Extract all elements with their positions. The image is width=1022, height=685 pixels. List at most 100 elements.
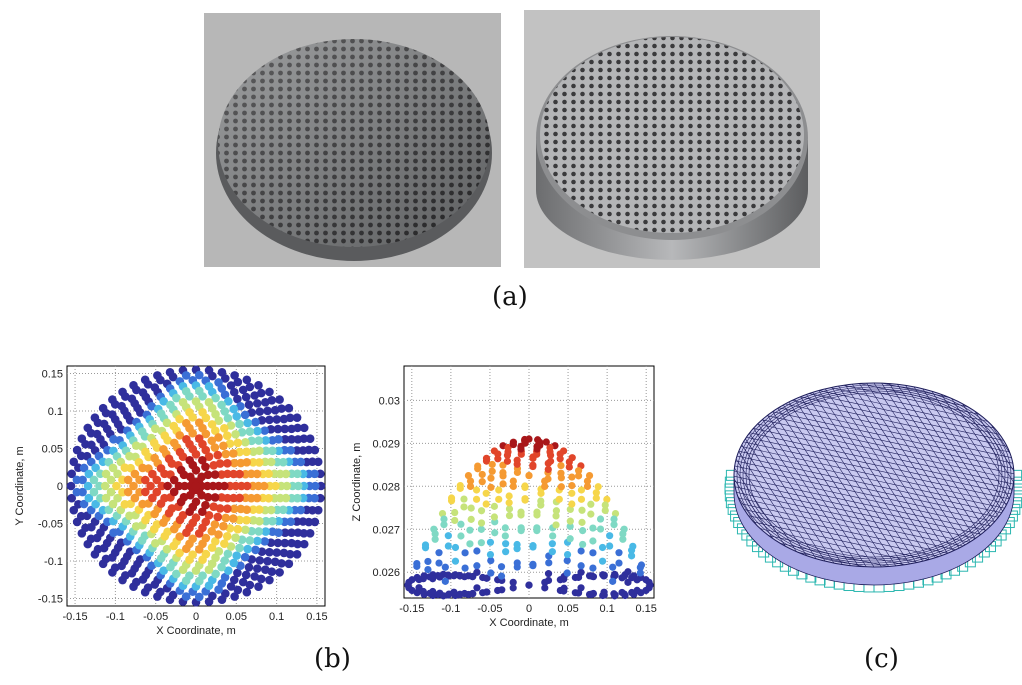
data-point: [217, 493, 226, 502]
data-point: [466, 482, 475, 491]
data-point: [232, 412, 242, 421]
data-point: [468, 589, 477, 598]
data-point: [624, 568, 632, 576]
data-point: [121, 392, 130, 401]
data-point: [162, 418, 172, 428]
data-point: [587, 500, 595, 508]
data-point: [447, 494, 456, 502]
panel-label-c: (c): [864, 644, 899, 674]
data-point: [233, 568, 242, 578]
data-point: [544, 576, 553, 585]
data-point: [521, 495, 529, 503]
data-point: [84, 469, 94, 479]
data-point: [490, 513, 499, 521]
data-point: [136, 555, 145, 564]
data-point: [435, 549, 443, 557]
data-point: [256, 574, 266, 584]
data-point: [624, 578, 632, 586]
data-point: [78, 475, 87, 485]
data-point: [552, 507, 561, 515]
mesh-line: [956, 383, 1014, 567]
data-point: [163, 481, 172, 491]
data-point: [236, 458, 246, 468]
data-point: [136, 408, 145, 417]
data-point: [568, 500, 576, 508]
data-point: [577, 562, 585, 570]
mesh-line: [798, 383, 920, 567]
data-point: [541, 482, 549, 491]
data-point: [178, 452, 188, 462]
data-point: [273, 538, 283, 548]
data-point: [230, 371, 239, 380]
data-point: [67, 493, 77, 503]
data-point: [208, 371, 217, 381]
data-point: [210, 520, 220, 529]
data-point: [413, 560, 421, 568]
data-point: [503, 457, 512, 465]
data-point: [482, 588, 491, 596]
data-point: [221, 513, 231, 523]
mesh-line: [836, 383, 957, 567]
data-point: [272, 505, 282, 515]
data-point: [229, 558, 239, 568]
data-point: [477, 525, 485, 533]
data-point: [478, 478, 486, 486]
data-point: [565, 463, 573, 471]
data-point: [247, 555, 256, 564]
data-point: [565, 458, 573, 466]
data-point: [181, 371, 191, 380]
data-point: [603, 495, 611, 504]
data-point: [278, 457, 288, 467]
data-point: [429, 587, 437, 596]
data-point: [546, 448, 554, 456]
mesh-line: [918, 383, 1014, 567]
data-point: [451, 516, 459, 525]
data-point: [185, 392, 194, 401]
data-point: [287, 528, 296, 537]
data-point: [482, 574, 491, 582]
data-point: [168, 590, 178, 600]
data-point: [188, 413, 197, 422]
x-tick-label: -0.1: [441, 603, 460, 615]
data-point: [589, 537, 597, 545]
mesh-line: [734, 383, 800, 567]
data-point: [579, 540, 587, 549]
mesh-line: [734, 455, 1014, 516]
data-point: [478, 470, 486, 479]
data-point: [265, 547, 274, 557]
data-point: [260, 426, 269, 435]
data-point: [606, 542, 614, 550]
data-point: [598, 543, 607, 552]
data-point: [254, 505, 264, 514]
data-point: [242, 587, 252, 597]
data-point: [229, 404, 239, 414]
data-point: [123, 475, 133, 485]
data-point: [274, 516, 283, 526]
mesh-line: [734, 383, 1014, 417]
data-point: [223, 504, 232, 514]
data-point: [589, 524, 597, 532]
data-point: [222, 532, 232, 541]
data-point: [201, 413, 211, 423]
data-point: [162, 544, 172, 554]
data-point: [255, 407, 265, 416]
data-point: [525, 471, 533, 480]
data-point: [220, 572, 230, 582]
data-point: [415, 584, 423, 592]
data-point: [100, 481, 110, 491]
data-point: [140, 475, 150, 485]
data-point: [132, 385, 141, 395]
data-point: [156, 587, 165, 597]
data-point: [123, 487, 133, 497]
data-point: [619, 535, 627, 543]
data-point: [233, 377, 243, 387]
data-point: [431, 530, 439, 538]
data-point: [214, 433, 223, 442]
data-point: [444, 542, 452, 550]
data-point: [568, 482, 576, 490]
data-point: [473, 584, 481, 592]
data-point: [450, 572, 458, 580]
data-point: [495, 495, 503, 503]
data-point: [213, 512, 223, 522]
data-point: [101, 469, 111, 479]
